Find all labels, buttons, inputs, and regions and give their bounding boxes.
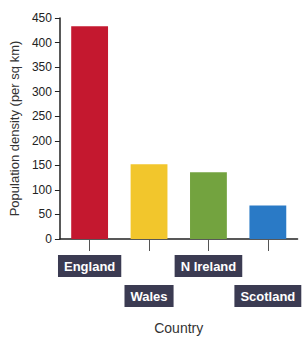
svg-text:Scotland: Scotland — [240, 289, 295, 304]
svg-text:Country: Country — [154, 320, 203, 336]
svg-text:0: 0 — [45, 232, 52, 246]
svg-text:N Ireland: N Ireland — [181, 259, 237, 274]
svg-text:Wales: Wales — [130, 289, 167, 304]
svg-text:Population density (per sq km): Population density (per sq km) — [7, 41, 22, 217]
svg-text:250: 250 — [32, 109, 52, 123]
svg-text:100: 100 — [32, 183, 52, 197]
svg-text:450: 450 — [32, 11, 52, 25]
svg-text:300: 300 — [32, 85, 52, 99]
svg-text:50: 50 — [39, 207, 53, 221]
svg-text:England: England — [64, 259, 115, 274]
svg-text:400: 400 — [32, 36, 52, 50]
svg-text:200: 200 — [32, 134, 52, 148]
svg-text:350: 350 — [32, 60, 52, 74]
svg-text:150: 150 — [32, 158, 52, 172]
